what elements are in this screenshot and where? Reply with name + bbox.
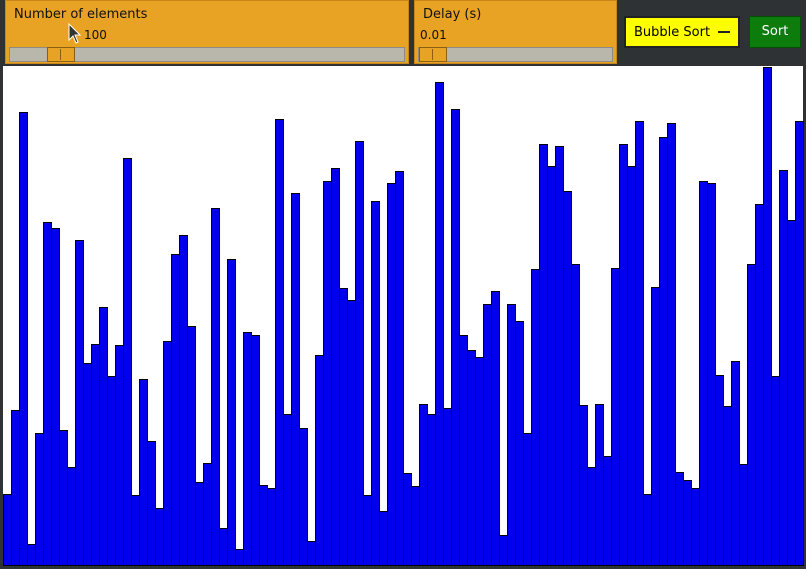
array-bar [395, 171, 404, 566]
array-bar [667, 123, 676, 566]
array-bar [291, 193, 300, 566]
array-bar [731, 361, 740, 566]
array-bar [635, 121, 644, 566]
array-bar [299, 428, 308, 566]
array-bar [491, 291, 500, 566]
array-bar [371, 201, 380, 566]
elements-slider-value: 100 [84, 28, 107, 42]
array-bar [227, 259, 236, 566]
elements-slider-panel: Number of elements 100 [5, 0, 409, 64]
dropdown-indicator-icon [718, 31, 730, 33]
array-bar [435, 82, 444, 566]
algorithm-select[interactable]: Bubble Sort [624, 16, 740, 48]
algorithm-select-label: Bubble Sort [634, 25, 711, 40]
array-bar [19, 112, 28, 566]
delay-slider-handle[interactable] [419, 47, 447, 62]
array-bar [51, 228, 60, 566]
delay-slider-value: 0.01 [420, 28, 447, 42]
array-bar [187, 326, 196, 566]
array-visualization [3, 66, 804, 566]
array-bar [707, 183, 716, 566]
array-bar [211, 208, 220, 566]
elements-slider-title: Number of elements [14, 7, 148, 22]
array-bar [251, 335, 260, 566]
array-bar [275, 119, 284, 566]
mouse-pointer-icon [68, 23, 82, 44]
sort-button[interactable]: Sort [749, 16, 801, 48]
elements-slider-track[interactable] [9, 47, 405, 62]
elements-slider-handle[interactable] [46, 47, 75, 62]
array-bar [795, 121, 804, 566]
delay-slider-panel: Delay (s) 0.01 [414, 0, 617, 64]
array-bar [123, 158, 132, 566]
array-bar [355, 141, 364, 566]
array-bar [147, 441, 156, 566]
delay-slider-track[interactable] [418, 47, 613, 62]
array-bar [763, 67, 772, 566]
delay-slider-title: Delay (s) [423, 7, 482, 22]
